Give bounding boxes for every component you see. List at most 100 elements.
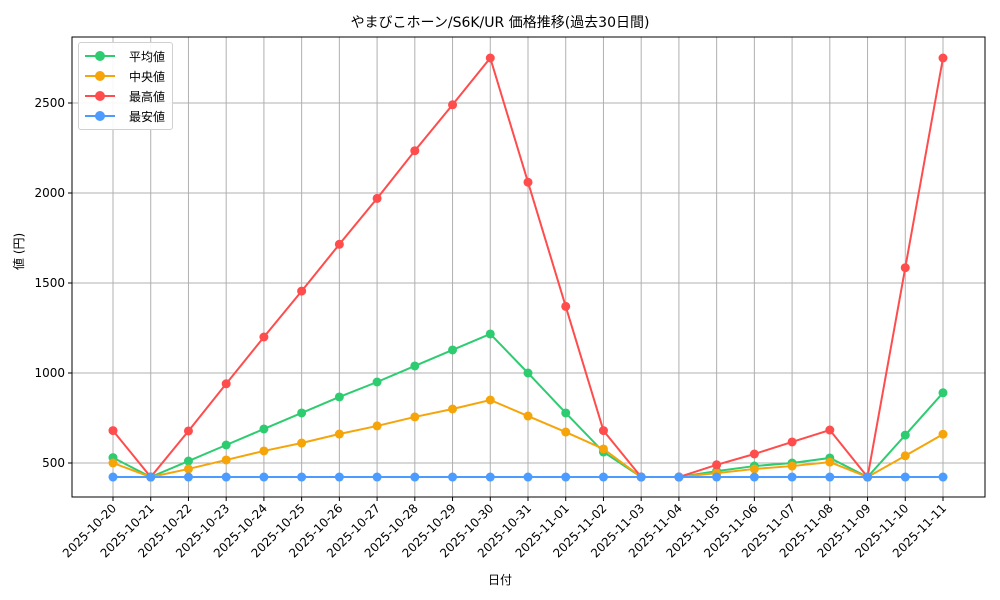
data-point [183, 464, 193, 474]
data-point [372, 421, 382, 431]
legend-marker-icon [85, 90, 115, 102]
data-point [297, 286, 307, 296]
data-point [183, 472, 193, 482]
y-axis-ticks: 500 1000 1500 2000 2500 [34, 96, 72, 470]
data-point [900, 451, 910, 461]
x-axis-label: 日付 [487, 573, 512, 587]
series-最安値 [108, 472, 948, 482]
data-point [561, 472, 571, 482]
data-point [900, 472, 910, 482]
data-point [523, 472, 533, 482]
data-point [787, 461, 797, 471]
legend-marker-icon [85, 50, 115, 62]
legend-label: 中央値 [129, 69, 166, 84]
y-tick-label: 1500 [34, 276, 65, 290]
data-point [259, 472, 269, 482]
data-point [221, 379, 231, 389]
data-point [561, 427, 571, 437]
data-point [410, 361, 420, 371]
data-point [297, 438, 307, 448]
data-point [787, 472, 797, 482]
legend-item: 平均値 [85, 46, 165, 66]
data-point [825, 425, 835, 435]
data-point [825, 457, 835, 467]
data-point [334, 392, 344, 402]
y-tick-label: 500 [42, 456, 65, 470]
data-point [674, 472, 684, 482]
data-point [297, 472, 307, 482]
data-point [410, 146, 420, 156]
legend: 平均値中央値最高値最安値 [78, 42, 174, 130]
data-point [523, 368, 533, 378]
data-point [636, 472, 646, 482]
series-lines [108, 53, 948, 482]
data-point [787, 437, 797, 447]
data-point [108, 458, 118, 468]
data-point [900, 263, 910, 273]
data-point [410, 472, 420, 482]
legend-marker-icon [85, 110, 115, 122]
data-point [485, 395, 495, 405]
legend-marker-icon [85, 70, 115, 82]
data-point [712, 460, 722, 470]
grid-lines [72, 37, 985, 497]
data-point [598, 444, 608, 454]
data-point [297, 408, 307, 418]
chart-title: やまびこホーン/S6K/UR 価格推移(過去30日間) [350, 15, 650, 31]
data-point [938, 472, 948, 482]
data-point [259, 424, 269, 434]
legend-item: 最高値 [85, 86, 165, 106]
y-tick-label: 2000 [34, 186, 65, 200]
y-axis-label: 値 (円) [12, 232, 26, 270]
data-point [259, 446, 269, 456]
data-point [485, 53, 495, 63]
y-tick-label: 1000 [34, 366, 65, 380]
data-point [598, 472, 608, 482]
data-point [259, 332, 269, 342]
data-point [221, 472, 231, 482]
data-point [523, 177, 533, 187]
data-point [448, 472, 458, 482]
data-point [749, 449, 759, 459]
data-point [938, 388, 948, 398]
data-point [146, 472, 156, 482]
data-point [448, 100, 458, 110]
data-point [561, 408, 571, 418]
data-point [334, 239, 344, 249]
legend-label: 最高値 [129, 89, 166, 104]
data-point [900, 430, 910, 440]
data-point [938, 429, 948, 439]
data-point [410, 412, 420, 422]
data-point [334, 472, 344, 482]
data-point [334, 429, 344, 439]
legend-label: 最安値 [129, 109, 166, 124]
data-point [108, 472, 118, 482]
data-point [938, 53, 948, 63]
data-point [372, 377, 382, 387]
data-point [485, 472, 495, 482]
data-point [221, 455, 231, 465]
data-point [598, 426, 608, 436]
data-point [749, 472, 759, 482]
data-point [372, 472, 382, 482]
data-point [108, 426, 118, 436]
data-point [448, 345, 458, 355]
legend-item: 最安値 [85, 106, 165, 126]
data-point [523, 411, 533, 421]
data-point [183, 426, 193, 436]
data-point [183, 456, 193, 466]
data-point [448, 404, 458, 414]
x-axis-ticks: 2025-10-202025-10-212025-10-222025-10-23… [60, 497, 949, 560]
y-tick-label: 2500 [34, 96, 65, 110]
data-point [712, 472, 722, 482]
data-point [749, 464, 759, 474]
data-point [485, 329, 495, 339]
legend-item: 中央値 [85, 66, 165, 86]
data-point [863, 472, 873, 482]
data-point [372, 193, 382, 203]
data-point [221, 440, 231, 450]
legend-label: 平均値 [129, 49, 166, 64]
data-point [561, 301, 571, 311]
data-point [825, 472, 835, 482]
